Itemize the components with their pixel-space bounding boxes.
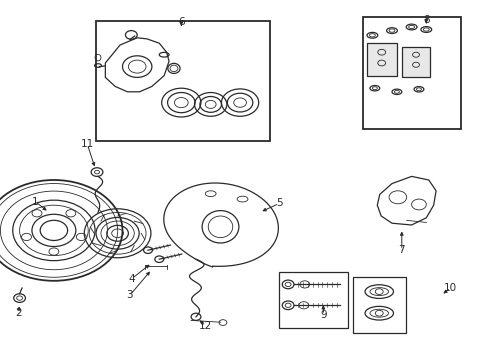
Bar — [353, 277, 406, 333]
Text: 3: 3 — [126, 290, 133, 300]
Text: 11: 11 — [80, 139, 94, 149]
Text: 10: 10 — [444, 283, 457, 293]
Bar — [367, 43, 397, 76]
Bar — [363, 17, 461, 129]
Text: 8: 8 — [423, 15, 430, 25]
Bar — [96, 21, 270, 141]
Bar — [279, 272, 348, 328]
Text: 4: 4 — [128, 274, 135, 284]
Bar — [402, 47, 430, 77]
Text: 12: 12 — [199, 321, 213, 331]
Text: 2: 2 — [15, 308, 22, 318]
Text: 5: 5 — [276, 198, 283, 208]
Bar — [368, 45, 395, 75]
Text: 1: 1 — [32, 197, 39, 207]
Text: 7: 7 — [398, 245, 405, 255]
Text: 6: 6 — [178, 17, 185, 27]
Text: 9: 9 — [320, 310, 327, 320]
Bar — [404, 48, 428, 76]
